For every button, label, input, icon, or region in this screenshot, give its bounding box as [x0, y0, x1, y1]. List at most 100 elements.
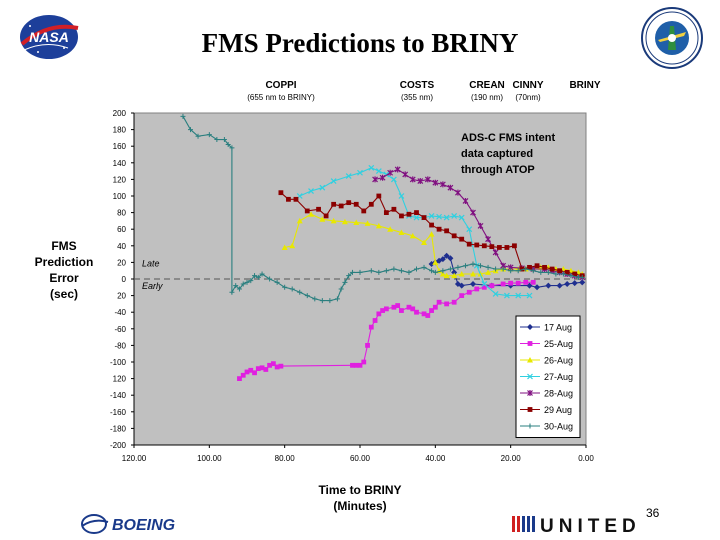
data-point: [346, 273, 352, 279]
data-point: [330, 217, 337, 224]
data-point: [447, 266, 453, 272]
data-point: [376, 193, 382, 199]
data-point: [316, 206, 321, 212]
data-point: [451, 233, 457, 239]
data-point: [236, 286, 242, 292]
y-tick-label: 140: [113, 159, 127, 168]
data-point: [500, 281, 506, 287]
x-axis-title: Time to BRINY (Minutes): [300, 482, 420, 514]
legend-item: 29 Aug: [520, 405, 572, 415]
legend-label: 29 Aug: [544, 405, 572, 415]
data-point: [414, 266, 419, 272]
data-point: [560, 271, 566, 277]
y-tick-label: 120: [113, 175, 127, 184]
data-point: [466, 241, 472, 247]
data-point: [244, 369, 250, 375]
data-point: [259, 271, 265, 277]
data-point: [428, 231, 435, 237]
y-tick-label: -40: [114, 308, 126, 317]
data-point: [421, 239, 428, 245]
x-tick-label: 20.00: [501, 454, 522, 463]
data-point: [466, 226, 473, 233]
data-point: [485, 269, 492, 275]
data-point: [368, 164, 375, 171]
data-point: [255, 366, 261, 372]
boeing-logo: BOEING: [81, 514, 175, 534]
data-point: [289, 286, 295, 292]
data-point: [406, 304, 412, 310]
data-point: [297, 289, 303, 295]
faa-seal-icon: [641, 7, 703, 69]
data-point: [409, 232, 416, 239]
data-point: [361, 359, 367, 365]
series-29-aug: [278, 190, 585, 279]
data-point: [455, 189, 461, 196]
data-point: [421, 215, 427, 220]
y-tick-label: 120: [113, 375, 127, 384]
data-point: [477, 222, 484, 229]
data-point: [504, 245, 510, 250]
y-tick-label: 60: [117, 225, 126, 234]
data-point: [443, 272, 450, 279]
legend-swatch-marker: [527, 423, 533, 429]
data-point: [439, 271, 446, 277]
data-point: [327, 298, 333, 304]
data-point: [244, 279, 250, 285]
data-point: [451, 212, 458, 219]
legend-item: 28-Aug: [520, 389, 573, 399]
data-point: [233, 283, 239, 289]
data-point: [553, 271, 559, 277]
data-point: [470, 271, 476, 277]
y-tick-label: -200: [110, 441, 127, 450]
data-point: [451, 299, 457, 305]
data-point: [375, 168, 382, 175]
data-point: [357, 269, 363, 275]
data-point: [372, 318, 378, 323]
data-point: [286, 196, 291, 202]
data-point: [394, 166, 401, 173]
legend-swatch-marker: [527, 341, 533, 346]
data-point: [530, 268, 536, 274]
data-point: [523, 279, 529, 285]
data-point: [353, 201, 359, 207]
waypoint-name: BRINY: [569, 80, 601, 91]
nasa-logo: NASA: [20, 15, 79, 59]
data-point: [564, 269, 570, 275]
y-axis-title-line: (sec): [49, 287, 78, 301]
waypoint-name: COSTS: [399, 80, 435, 91]
data-point: [414, 210, 419, 215]
y-axis-title-line: FMS: [51, 239, 77, 253]
data-point: [459, 236, 465, 242]
legend-item: 25-Aug: [520, 339, 573, 349]
data-point: [414, 309, 419, 315]
series-27-aug: [296, 164, 533, 299]
data-point: [368, 268, 374, 274]
x-tick-label: 60.00: [350, 454, 371, 463]
data-point: [455, 264, 461, 270]
data-point: [410, 306, 416, 312]
data-point: [399, 308, 404, 313]
data-point: [512, 243, 517, 249]
data-point: [417, 178, 424, 185]
data-point: [229, 289, 235, 295]
waypoint-distance: (190 nm): [470, 93, 503, 102]
data-point: [274, 364, 280, 370]
slide-title: FMS Predictions to BRINY: [201, 28, 519, 58]
legend-label: 27-Aug: [544, 372, 573, 382]
legend-swatch-marker: [527, 407, 533, 412]
data-point: [240, 281, 246, 287]
data-point: [263, 367, 269, 372]
data-point: [549, 266, 555, 272]
nasa-logo-text: NASA: [29, 29, 69, 45]
data-point: [466, 289, 472, 295]
waypoint-distance: (355 nm): [400, 93, 433, 102]
data-point: [432, 304, 438, 310]
data-point: [259, 365, 265, 371]
data-point: [380, 308, 385, 313]
data-point: [462, 197, 469, 204]
data-point: [428, 212, 435, 219]
data-point: [357, 362, 363, 368]
data-point: [383, 210, 389, 215]
waypoint-name: COPPI: [265, 80, 297, 91]
